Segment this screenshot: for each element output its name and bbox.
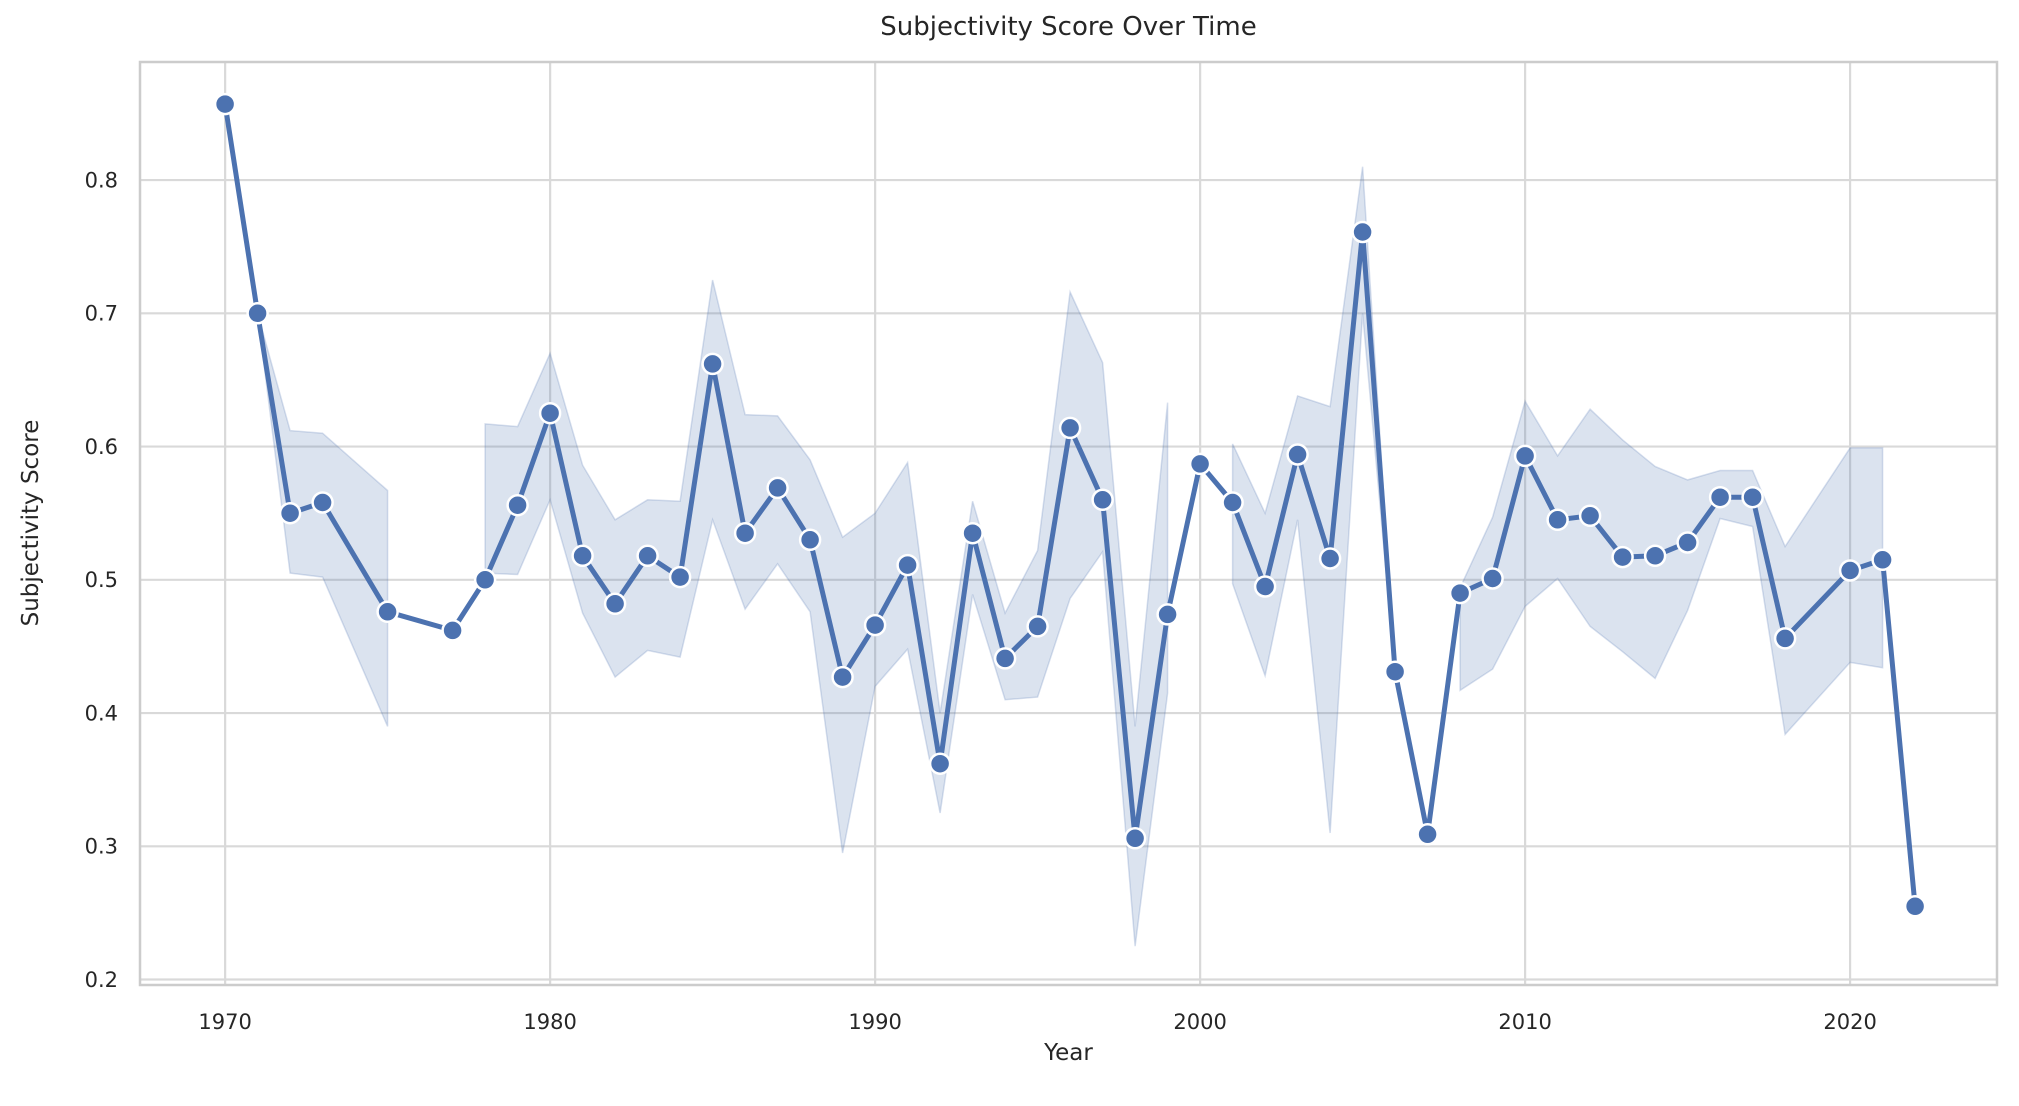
data-point-2008 <box>1448 581 1472 605</box>
data-point-2020 <box>1838 559 1862 582</box>
data-point-2004 <box>1318 547 1342 570</box>
data-point-2015 <box>1676 531 1699 554</box>
data-point-1973 <box>311 491 334 514</box>
data-point-2005 <box>1351 220 1374 244</box>
data-point-1984 <box>668 565 692 589</box>
data-point-2007 <box>1416 823 1439 846</box>
data-point-1998 <box>1123 827 1147 850</box>
data-point-2018 <box>1773 627 1797 650</box>
y-tick-label-0.7: 0.7 <box>85 302 118 326</box>
data-point-1992 <box>928 752 952 775</box>
data-point-1978 <box>473 568 497 592</box>
y-tick-label-0.6: 0.6 <box>85 435 118 459</box>
data-point-1986 <box>733 521 757 545</box>
data-point-1999 <box>1156 603 1179 626</box>
data-point-1988 <box>798 528 822 552</box>
data-point-2003 <box>1286 443 1309 466</box>
confidence-band <box>256 313 389 727</box>
data-point-1993 <box>961 521 984 545</box>
data-point-1990 <box>863 613 887 637</box>
data-point-1980 <box>538 401 562 425</box>
data-point-1972 <box>278 501 302 525</box>
data-point-2002 <box>1253 575 1277 598</box>
data-point-1975 <box>376 600 399 624</box>
confidence-band <box>1459 399 1884 737</box>
data-point-1995 <box>1026 615 1049 638</box>
y-axis-label: Subjectivity Score <box>18 419 44 627</box>
data-point-1971 <box>246 302 269 325</box>
x-tick-label-2020: 2020 <box>1823 1010 1876 1034</box>
data-point-2000 <box>1188 452 1212 476</box>
data-point-1994 <box>993 647 1017 670</box>
y-tick-label-0.3: 0.3 <box>85 835 118 859</box>
chart-title: Subjectivity Score Over Time <box>880 12 1257 42</box>
x-tick-label-1980: 1980 <box>523 1010 576 1034</box>
data-point-1982 <box>603 592 627 616</box>
data-point-1989 <box>831 665 854 689</box>
data-point-1987 <box>766 476 789 500</box>
data-point-2016 <box>1708 485 1732 509</box>
data-point-2014 <box>1643 544 1667 568</box>
data-point-1979 <box>506 493 529 517</box>
y-tick-label-0.2: 0.2 <box>85 968 118 992</box>
data-point-1977 <box>441 619 464 642</box>
x-tick-label-2000: 2000 <box>1173 1010 1226 1034</box>
data-point-1997 <box>1091 488 1114 512</box>
data-point-2001 <box>1221 491 1244 514</box>
data-point-2022 <box>1903 895 1927 918</box>
plot-border <box>138 60 1999 987</box>
x-tick-label-1970: 1970 <box>198 1010 251 1034</box>
data-point-2011 <box>1546 508 1569 532</box>
data-point-1985 <box>701 352 724 376</box>
y-tick-label-0.4: 0.4 <box>85 701 118 725</box>
data-point-2017 <box>1741 485 1764 509</box>
data-point-2013 <box>1611 545 1634 569</box>
y-tick-label-0.5: 0.5 <box>85 568 118 592</box>
x-tick-label-1990: 1990 <box>848 1010 901 1034</box>
data-point-1981 <box>571 544 594 568</box>
data-point-1991 <box>896 553 919 577</box>
data-point-1996 <box>1058 416 1082 440</box>
data-point-1983 <box>636 544 659 568</box>
x-axis-label: Year <box>1044 1040 1093 1066</box>
data-point-2009 <box>1481 567 1504 590</box>
data-point-2012 <box>1578 504 1602 528</box>
y-tick-label-0.8: 0.8 <box>85 168 118 192</box>
data-point-2010 <box>1513 444 1537 468</box>
data-point-1970 <box>213 92 237 116</box>
x-tick-label-2010: 2010 <box>1498 1010 1551 1034</box>
data-point-2021 <box>1871 548 1894 572</box>
data-point-2006 <box>1383 660 1407 683</box>
